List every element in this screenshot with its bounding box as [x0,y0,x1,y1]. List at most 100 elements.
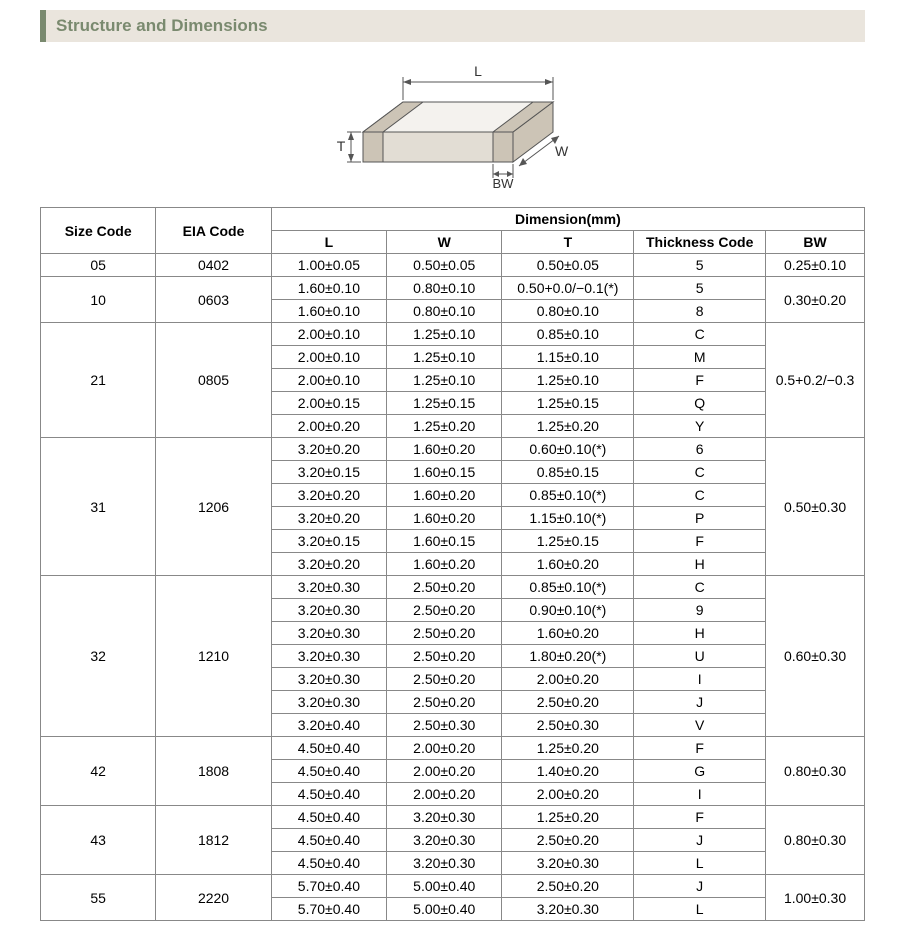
cell-T: 1.15±0.10 [502,346,634,369]
cell-eia-code: 0805 [156,323,271,438]
cell-W: 2.50±0.20 [387,576,502,599]
cell-T: 1.40±0.20 [502,760,634,783]
cell-tc: U [634,645,766,668]
cell-tc: 6 [634,438,766,461]
cell-W: 2.00±0.20 [387,760,502,783]
cell-W: 1.60±0.20 [387,507,502,530]
label-T: T [336,138,345,154]
cell-T: 1.25±0.10 [502,369,634,392]
cell-T: 1.25±0.20 [502,737,634,760]
cell-bw: 0.80±0.30 [766,737,865,806]
table-row: 4318124.50±0.403.20±0.301.25±0.20F0.80±0… [41,806,865,829]
cell-W: 2.00±0.20 [387,783,502,806]
section-header: Structure and Dimensions [40,10,865,42]
cell-tc: P [634,507,766,530]
cell-L: 3.20±0.15 [271,461,386,484]
cell-tc: C [634,576,766,599]
cell-size-code: 32 [41,576,156,737]
cell-L: 1.00±0.05 [271,254,386,277]
cell-eia-code: 1206 [156,438,271,576]
cell-W: 5.00±0.40 [387,875,502,898]
cell-L: 2.00±0.10 [271,346,386,369]
cell-bw: 0.30±0.20 [766,277,865,323]
cell-tc: V [634,714,766,737]
th-W: W [387,231,502,254]
label-BW: BW [492,176,514,191]
cell-bw: 0.25±0.10 [766,254,865,277]
cell-W: 1.25±0.20 [387,415,502,438]
cell-eia-code: 2220 [156,875,271,921]
cell-T: 3.20±0.30 [502,852,634,875]
cell-bw: 0.80±0.30 [766,806,865,875]
cell-tc: H [634,622,766,645]
cell-L: 2.00±0.10 [271,369,386,392]
cell-tc: J [634,691,766,714]
cell-tc: 5 [634,277,766,300]
cell-size-code: 55 [41,875,156,921]
table-row: 5522205.70±0.405.00±0.402.50±0.20J1.00±0… [41,875,865,898]
cell-tc: Q [634,392,766,415]
cell-bw: 0.50±0.30 [766,438,865,576]
cell-L: 1.60±0.10 [271,277,386,300]
cell-L: 5.70±0.40 [271,875,386,898]
label-W: W [555,143,569,159]
cell-T: 0.85±0.10(*) [502,576,634,599]
cell-W: 1.60±0.20 [387,484,502,507]
cell-eia-code: 1812 [156,806,271,875]
cell-eia-code: 0402 [156,254,271,277]
cell-bw: 1.00±0.30 [766,875,865,921]
cell-tc: F [634,737,766,760]
cell-L: 1.60±0.10 [271,300,386,323]
cell-L: 2.00±0.20 [271,415,386,438]
cell-T: 2.00±0.20 [502,783,634,806]
cell-W: 1.25±0.10 [387,369,502,392]
cell-L: 3.20±0.20 [271,507,386,530]
cell-tc: C [634,323,766,346]
cell-L: 4.50±0.40 [271,760,386,783]
table-row: 2108052.00±0.101.25±0.100.85±0.10C0.5+0.… [41,323,865,346]
table-row: 3212103.20±0.302.50±0.200.85±0.10(*)C0.6… [41,576,865,599]
table-row: 4218084.50±0.402.00±0.201.25±0.20F0.80±0… [41,737,865,760]
cell-T: 1.15±0.10(*) [502,507,634,530]
cell-size-code: 05 [41,254,156,277]
cell-T: 0.90±0.10(*) [502,599,634,622]
cell-W: 3.20±0.30 [387,852,502,875]
cell-T: 1.25±0.15 [502,530,634,553]
cell-tc: G [634,760,766,783]
cell-eia-code: 1808 [156,737,271,806]
cell-L: 2.00±0.15 [271,392,386,415]
table-row: 3112063.20±0.201.60±0.200.60±0.10(*)60.5… [41,438,865,461]
cell-L: 3.20±0.30 [271,668,386,691]
cell-L: 3.20±0.20 [271,438,386,461]
cell-W: 0.50±0.05 [387,254,502,277]
table-header-row-1: Size Code EIA Code Dimension(mm) [41,208,865,231]
th-T: T [502,231,634,254]
cell-T: 2.50±0.20 [502,829,634,852]
th-BW: BW [766,231,865,254]
cell-W: 2.50±0.20 [387,622,502,645]
cell-T: 0.50+0.0/−0.1(*) [502,277,634,300]
cell-L: 3.20±0.30 [271,622,386,645]
cell-bw: 0.5+0.2/−0.3 [766,323,865,438]
th-thickness-code: Thickness Code [634,231,766,254]
cell-T: 2.00±0.20 [502,668,634,691]
cell-T: 0.85±0.15 [502,461,634,484]
cell-T: 0.60±0.10(*) [502,438,634,461]
cell-bw: 0.60±0.30 [766,576,865,737]
cell-tc: H [634,553,766,576]
cell-W: 0.80±0.10 [387,277,502,300]
cell-L: 4.50±0.40 [271,829,386,852]
section-title: Structure and Dimensions [56,16,268,35]
cell-W: 2.50±0.20 [387,668,502,691]
cell-L: 4.50±0.40 [271,852,386,875]
cell-T: 0.50±0.05 [502,254,634,277]
cell-tc: L [634,852,766,875]
cell-L: 3.20±0.20 [271,553,386,576]
cell-tc: Y [634,415,766,438]
label-L: L [474,63,482,79]
cell-tc: F [634,530,766,553]
cell-L: 3.20±0.15 [271,530,386,553]
cell-T: 1.60±0.20 [502,553,634,576]
cell-W: 5.00±0.40 [387,898,502,921]
cell-L: 3.20±0.30 [271,576,386,599]
